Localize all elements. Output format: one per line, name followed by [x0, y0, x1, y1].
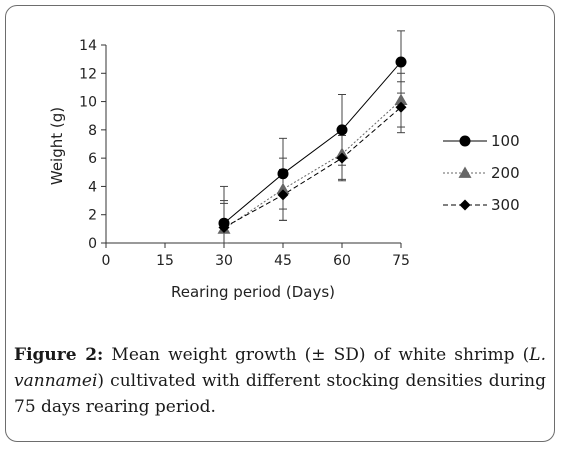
- data-point-300: [218, 221, 230, 233]
- weight-growth-chart: 0 15 30 45 60 75 0 2 4 6 8 10 12 14 Rearing period (D…: [48, 30, 520, 301]
- x-tick-label: 45: [274, 253, 292, 269]
- error-bars: [220, 30, 405, 244]
- data-point-100: [336, 124, 348, 136]
- caption-species: L. vannamei: [14, 345, 546, 391]
- legend-marker-200: [458, 166, 472, 178]
- y-axis-title: Weight (g): [48, 107, 66, 185]
- series-line-100: [223, 61, 402, 224]
- y-tick-label: 12: [79, 66, 97, 82]
- y-tick-label: 10: [79, 95, 97, 111]
- figure-frame: [5, 5, 555, 442]
- series-line-300: [223, 106, 402, 228]
- series-lines: [223, 61, 402, 230]
- data-point-300: [395, 101, 407, 113]
- legend-label-300: 300: [491, 196, 520, 214]
- data-point-100: [277, 168, 289, 180]
- caption-text-before: Mean weight growth (± SD) of white shrim…: [103, 345, 530, 365]
- y-tick-label: 4: [88, 179, 97, 195]
- y-tick-label: 14: [79, 38, 97, 54]
- series-line-200: [223, 99, 402, 230]
- tick-labels: 0 15 30 45 60 75 0 2 4 6 8 10 12 14: [79, 38, 410, 269]
- figure-label: Figure 2:: [14, 345, 104, 365]
- y-tick-label: 6: [88, 151, 97, 167]
- x-tick-label: 0: [102, 253, 111, 269]
- figure-caption: Figure 2: Mean weight growth (± SD) of w…: [14, 342, 546, 420]
- y-tick-label: 8: [88, 123, 97, 139]
- data-point-300: [277, 189, 289, 201]
- chart-legend: 100 200 300: [443, 132, 520, 214]
- x-tick-label: 60: [333, 253, 351, 269]
- x-axis-title: Rearing period (Days): [171, 283, 335, 301]
- x-tick-label: 30: [215, 253, 233, 269]
- legend-label-100: 100: [491, 132, 520, 150]
- data-point-300: [336, 152, 348, 164]
- legend-label-200: 200: [491, 164, 520, 182]
- legend-marker-100: [459, 135, 471, 147]
- data-point-200: [276, 182, 290, 195]
- y-tick-label: 2: [88, 208, 97, 224]
- series-markers: [217, 56, 408, 234]
- chart-axes: [101, 44, 402, 248]
- caption-text-after: ) cultivated with different stocking den…: [14, 371, 546, 417]
- x-tick-label: 15: [156, 253, 174, 269]
- legend-marker-300: [459, 199, 471, 211]
- data-point-200: [394, 93, 408, 106]
- x-tick-label: 75: [392, 253, 410, 269]
- data-point-100: [395, 56, 407, 68]
- y-tick-label: 0: [88, 236, 97, 252]
